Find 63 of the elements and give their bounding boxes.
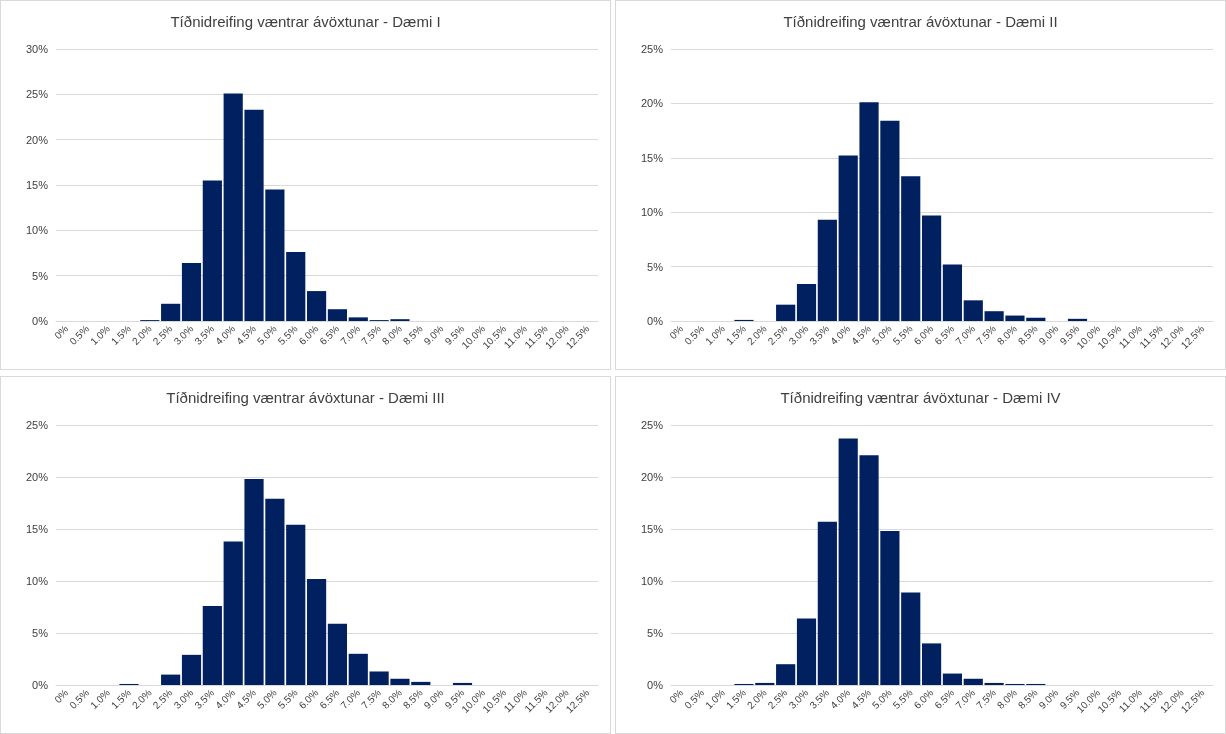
bar	[796, 618, 817, 685]
y-tick-label: 15%	[25, 523, 49, 535]
bar	[942, 673, 963, 685]
bar	[202, 180, 222, 321]
bar	[161, 674, 181, 685]
y-tick-label: 20%	[25, 133, 49, 146]
y-tick-label: 15%	[25, 179, 49, 191]
chart-title: Tíðnidreifing væntrar ávöxtunar - Dæmi IV	[780, 389, 1061, 406]
bar	[306, 291, 327, 321]
y-tick-label: 5%	[647, 260, 664, 273]
y-tick-label: 25%	[640, 43, 664, 55]
bar	[452, 682, 473, 685]
bar	[796, 284, 817, 321]
x-tick-label: 0%	[667, 323, 686, 342]
y-tick-label: 10%	[25, 224, 49, 237]
bar	[963, 300, 983, 321]
bar	[776, 664, 796, 685]
bar	[817, 521, 837, 685]
bar	[942, 264, 963, 321]
chart-title: Tíðnidreifing væntrar ávöxtunar - Dæmi II	[783, 13, 1058, 30]
y-tick-label: 5%	[32, 269, 49, 282]
y-tick-label: 20%	[640, 97, 664, 110]
y-tick-label: 0%	[32, 315, 49, 327]
y-tick-label: 10%	[640, 575, 664, 587]
bar	[901, 176, 921, 321]
bar	[181, 654, 202, 685]
y-tick-label: 0%	[32, 679, 49, 691]
bar	[161, 303, 181, 321]
bar	[817, 219, 837, 321]
bar	[327, 309, 348, 321]
bar	[348, 653, 368, 685]
x-tick-label: 0%	[52, 687, 71, 706]
bar	[286, 524, 306, 685]
bar	[306, 578, 327, 685]
y-tick-label: 10%	[640, 206, 664, 219]
y-tick-label: 25%	[640, 419, 664, 431]
y-tick-label: 0%	[647, 315, 664, 327]
x-tick-label: 0%	[52, 323, 71, 342]
y-tick-label: 25%	[25, 88, 49, 101]
y-tick-label: 30%	[25, 43, 49, 55]
y-tick-label: 5%	[647, 627, 664, 639]
bar	[921, 215, 942, 321]
bar	[776, 304, 796, 321]
y-tick-label: 15%	[640, 523, 664, 535]
bar	[348, 317, 368, 321]
bar	[963, 678, 983, 685]
bar	[327, 623, 348, 685]
bar	[286, 252, 306, 321]
y-tick-label: 20%	[25, 471, 49, 483]
y-tick-label: 20%	[640, 471, 664, 483]
bar	[901, 592, 921, 685]
x-tick-label: 0%	[667, 687, 686, 706]
chart-title: Tíðnidreifing væntrar ávöxtunar - Dæmi III	[166, 389, 445, 406]
y-tick-label: 0%	[647, 679, 664, 691]
chart-title: Tíðnidreifing væntrar ávöxtunar - Dæmi I	[170, 13, 441, 30]
y-tick-label: 15%	[640, 151, 664, 164]
bar	[181, 262, 202, 321]
y-tick-label: 10%	[25, 575, 49, 587]
bar	[1067, 318, 1088, 321]
y-tick-label: 25%	[25, 419, 49, 431]
bar	[202, 605, 222, 685]
bar	[921, 643, 942, 685]
y-tick-label: 5%	[32, 627, 49, 639]
